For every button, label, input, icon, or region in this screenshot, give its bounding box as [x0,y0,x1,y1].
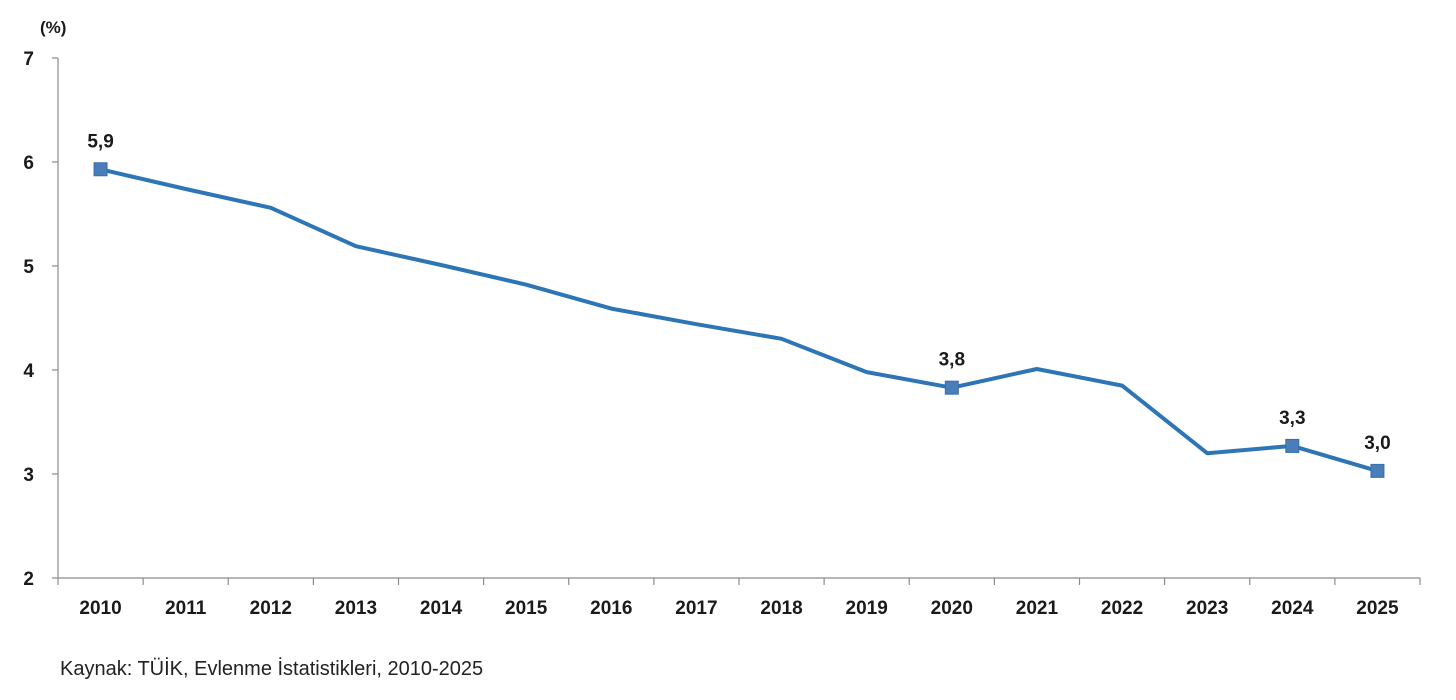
y-tick-label: 7 [23,49,34,70]
y-tick-label: 6 [23,153,34,174]
x-tick-label: 2016 [590,598,632,619]
line-chart: 2 3 4 5 6 7 (%) 2010 2011 2012 2013 2014 2015 2016 201… [23,18,1421,619]
x-tick-label: 2023 [1186,598,1228,619]
y-tick-label: 2 [23,569,34,590]
x-tick-label: 2014 [420,598,463,619]
x-tick-label: 2025 [1356,598,1399,619]
x-tick-label: 2018 [760,598,802,619]
x-tick-label: 2013 [335,598,377,619]
x-tick-label: 2020 [931,598,973,619]
data-point-marker [93,162,108,177]
x-tick-label: 2015 [505,598,548,619]
data-point-marker [1285,438,1300,453]
source-note: Kaynak: TÜİK, Evlenme İstatistikleri, 20… [60,658,484,680]
x-tick-label: 2010 [79,598,121,619]
data-label: 3,3 [1279,408,1305,429]
y-axis-unit-label: (%) [40,18,66,37]
data-point-marker [1370,463,1385,478]
x-tick-label: 2012 [250,598,292,619]
data-point-marker [944,380,959,395]
series-line [98,167,1380,473]
y-tick-label: 3 [23,465,34,486]
data-label: 5,9 [87,131,113,152]
y-tick-label: 5 [23,257,34,278]
x-tick-label: 2024 [1271,598,1314,619]
data-label: 3,8 [939,350,965,371]
x-tick-label: 2022 [1101,598,1143,619]
data-label: 3,0 [1364,433,1390,454]
x-tick-label: 2011 [165,598,207,619]
x-tick-label: 2017 [675,598,717,619]
x-tick-label: 2021 [1016,598,1059,619]
y-tick-label: 4 [23,361,34,382]
x-tick-label: 2019 [846,598,888,619]
